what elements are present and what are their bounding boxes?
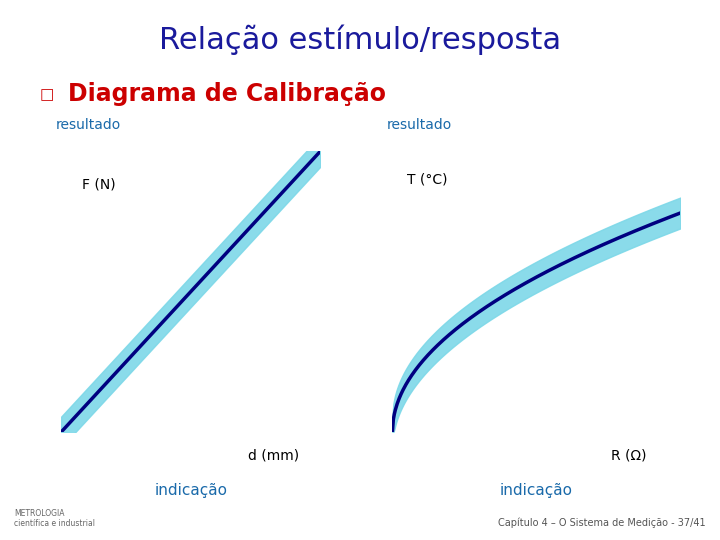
Text: Diagrama de Calibração: Diagrama de Calibração bbox=[68, 83, 387, 106]
Text: resultado: resultado bbox=[56, 118, 121, 132]
Text: resultado: resultado bbox=[387, 118, 452, 132]
Text: indicação: indicação bbox=[500, 483, 573, 497]
Text: METROLOGIA
científica e industrial: METROLOGIA científica e industrial bbox=[14, 509, 95, 528]
Text: indicação: indicação bbox=[154, 483, 228, 497]
Text: d (mm): d (mm) bbox=[248, 449, 300, 463]
Text: □: □ bbox=[40, 87, 54, 102]
Text: F (N): F (N) bbox=[82, 178, 116, 192]
Text: Relação estímulo/resposta: Relação estímulo/resposta bbox=[159, 24, 561, 55]
Text: R (Ω): R (Ω) bbox=[611, 449, 647, 463]
Text: Capítulo 4 – O Sistema de Medição - 37/41: Capítulo 4 – O Sistema de Medição - 37/4… bbox=[498, 518, 706, 528]
Text: T (°C): T (°C) bbox=[407, 172, 447, 186]
